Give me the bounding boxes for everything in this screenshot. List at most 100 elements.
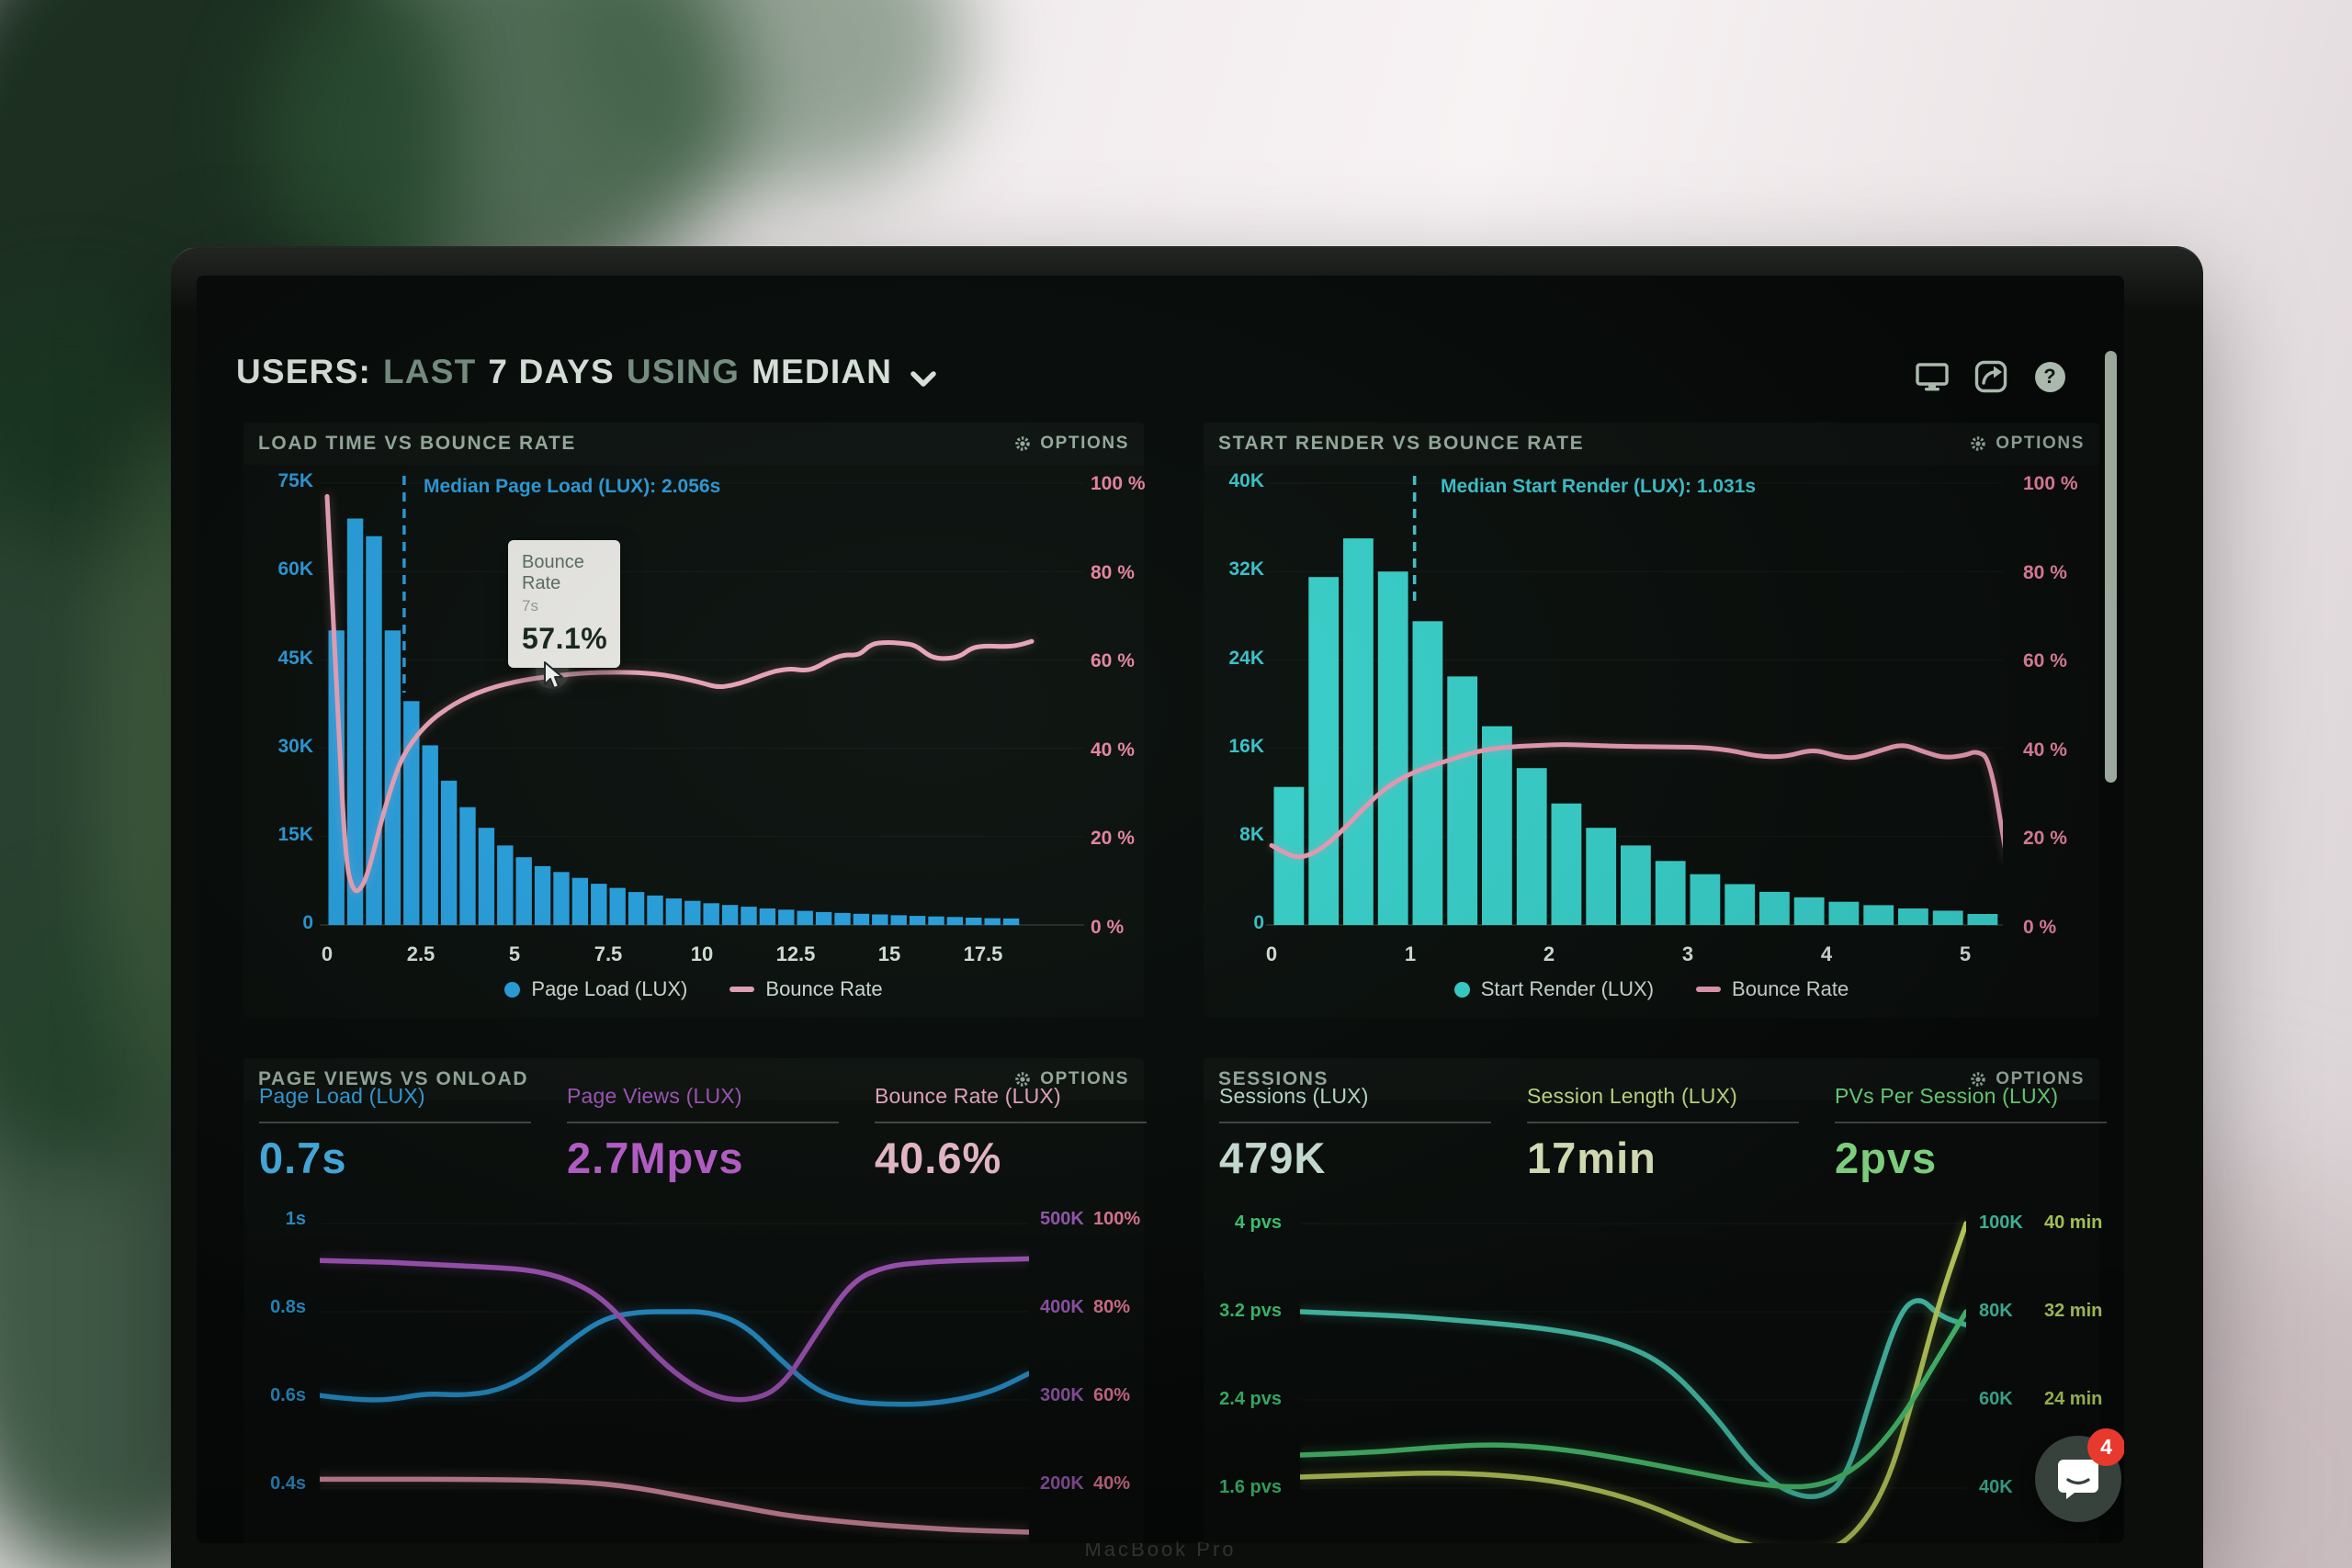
y-axis-label: 80K: [1979, 1301, 2013, 1321]
metric-label: Page Views (LUX): [567, 1084, 742, 1108]
gear-icon: [1015, 1072, 1030, 1087]
chart-page-views-vs-onload[interactable]: [320, 1213, 1029, 1543]
panel-title: START RENDER VS BOUNCE RATE: [1218, 433, 1585, 454]
gear-icon: [1971, 436, 1985, 451]
legend-label: Bounce Rate: [765, 977, 883, 1000]
options-button[interactable]: OPTIONS: [1969, 434, 2085, 454]
y-axis-label: 80 %: [1091, 562, 1135, 583]
legend-item[interactable]: Start Render (LUX): [1453, 977, 1655, 1001]
x-axis-label: 3: [1681, 942, 1694, 965]
metric: Page Load (LUX) 0.7s: [259, 1084, 531, 1183]
metric-divider: [1219, 1122, 1491, 1123]
y-axis-label: 60K: [1979, 1389, 2013, 1409]
options-button[interactable]: OPTIONS: [1013, 434, 1129, 454]
gear-icon: [1971, 1072, 1985, 1087]
y-axis-label: 1s: [285, 1209, 306, 1229]
panel-page-views-vs-onload: PAGE VIEWS VS ONLOAD OPTIONS Page Load (…: [243, 1058, 1147, 1543]
metric-value: 17min: [1527, 1134, 1657, 1182]
laptop: USERS: LAST 7 DAYS USING MEDIAN ?: [171, 246, 2203, 1568]
metric-value: 0.7s: [259, 1134, 347, 1182]
cursor-pointer: [544, 661, 563, 689]
y-axis-label: 45K: [277, 648, 313, 669]
plant-leaf: [570, 0, 965, 193]
metric-value: 2.7Mpvs: [567, 1134, 744, 1182]
y-axis-label: 100K: [1979, 1213, 2023, 1233]
y-axis-label: 100 %: [2023, 473, 2078, 494]
metric: Sessions (LUX) 479K: [1219, 1084, 1491, 1183]
dashboard-screen: USERS: LAST 7 DAYS USING MEDIAN ?: [197, 276, 2124, 1543]
x-axis-label: 17.5: [963, 942, 1003, 965]
x-axis-label: 0: [321, 942, 334, 965]
y-axis-label: 24 min: [2044, 1389, 2103, 1409]
y-axis-label: 0.8s: [270, 1297, 306, 1317]
metric-value: 2pvs: [1835, 1134, 1938, 1182]
display-icon[interactable]: [1915, 360, 1950, 393]
title-part: 7 DAYS: [488, 353, 615, 390]
legend-item[interactable]: Page Load (LUX): [504, 977, 687, 1001]
help-icon[interactable]: ?: [2032, 360, 2067, 393]
chat-bubble-icon: [2058, 1460, 2098, 1499]
metric-value: 40.6%: [875, 1134, 1002, 1182]
panel-sessions: SESSIONS OPTIONS Sessions (LUX) 479K Sessi…: [1204, 1058, 2107, 1543]
metric: Page Views (LUX) 2.7Mpvs: [567, 1084, 839, 1183]
timeframe-dropdown[interactable]: USERS: LAST 7 DAYS USING MEDIAN: [236, 353, 892, 391]
panel-title: PAGE VIEWS VS ONLOAD: [258, 1068, 529, 1089]
y-axis-label: 200K: [1040, 1473, 1084, 1494]
legend-dot-swatch: [1453, 981, 1470, 998]
intercom-chat-button[interactable]: 4: [2035, 1428, 2124, 1522]
scrollbar-thumb[interactable]: [2105, 351, 2117, 783]
y-axis-label: 1.6 pvs: [1219, 1477, 1282, 1497]
y-axis-label: 100%: [1093, 1209, 1141, 1229]
y-axis-label: 40 %: [2023, 739, 2067, 761]
app-header: USERS: LAST 7 DAYS USING MEDIAN ?: [236, 353, 2095, 408]
legend: Page Load (LUX) Bounce Rate: [243, 977, 1144, 1001]
metric-divider: [1527, 1122, 1799, 1123]
share-icon[interactable]: [1973, 360, 2008, 393]
legend-item[interactable]: Bounce Rate: [729, 977, 883, 1001]
y-axis-label: 40 min: [2044, 1213, 2103, 1233]
title-part: USING: [626, 353, 741, 390]
metric-label: PVs Per Session (LUX): [1835, 1084, 2059, 1108]
y-axis-label: 30K: [277, 736, 313, 757]
chart-start-render-vs-bounce-rate[interactable]: [1266, 472, 2003, 928]
tooltip-value: 57.1%: [522, 622, 608, 655]
x-axis-label: 4: [1820, 942, 1833, 965]
legend-label: Bounce Rate: [1732, 977, 1849, 1000]
y-axis-label: 60K: [277, 558, 313, 580]
legend-item[interactable]: Bounce Rate: [1696, 977, 1849, 1001]
y-axis-label: 40K: [1979, 1477, 2013, 1497]
x-axis-label: 2: [1543, 942, 1555, 965]
options-label: OPTIONS: [1996, 1069, 2085, 1089]
y-axis-label: 80 %: [2023, 562, 2067, 583]
y-axis-label: 300K: [1040, 1385, 1084, 1405]
title-part: LAST: [383, 353, 477, 390]
y-axis-label: 2.4 pvs: [1219, 1389, 1282, 1409]
y-axis-label: 75K: [277, 470, 313, 491]
panel-header: PAGE VIEWS VS ONLOAD OPTIONS: [243, 1058, 1144, 1100]
x-axis-label: 5: [508, 942, 521, 965]
legend-label: Start Render (LUX): [1480, 977, 1655, 1000]
metric-label: Bounce Rate (LUX): [875, 1084, 1061, 1108]
legend-line-swatch: [1696, 987, 1722, 992]
x-axis-label: 2.5: [406, 942, 435, 965]
chart-load-time-vs-bounce-rate[interactable]: [320, 472, 1084, 928]
header-icons: ?: [1915, 360, 2067, 393]
y-axis-label: 0.6s: [270, 1385, 306, 1405]
y-axis-label: 100 %: [1091, 473, 1146, 494]
y-axis-label: 40K: [1228, 470, 1264, 491]
metric-divider: [567, 1122, 839, 1123]
chevron-down-icon[interactable]: [909, 369, 938, 389]
tooltip-title: Bounce Rate: [522, 552, 584, 593]
y-axis-label: 0.4s: [270, 1473, 306, 1494]
y-axis-label: 60 %: [2023, 650, 2067, 671]
panel-header: SESSIONS OPTIONS: [1204, 1058, 2099, 1100]
y-axis-label: 32 min: [2044, 1301, 2103, 1321]
y-axis-label: 20 %: [1091, 828, 1135, 849]
options-button[interactable]: OPTIONS: [1013, 1069, 1129, 1089]
y-axis-label: 40%: [1093, 1473, 1131, 1494]
options-button[interactable]: OPTIONS: [1969, 1069, 2085, 1089]
chart-sessions[interactable]: [1300, 1213, 1966, 1543]
y-axis-label: 3.2 pvs: [1219, 1301, 1282, 1321]
x-axis-label: 12.5: [775, 942, 816, 965]
